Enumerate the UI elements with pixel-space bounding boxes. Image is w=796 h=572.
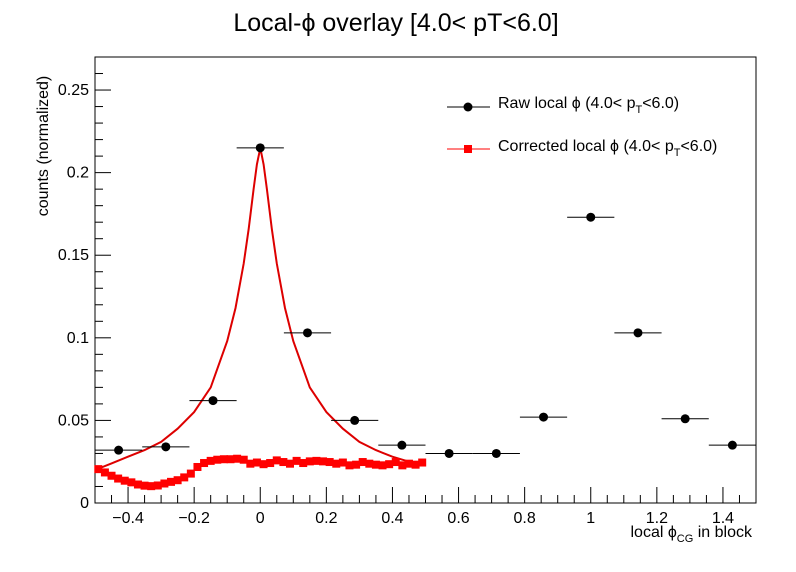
corrected-marker bbox=[292, 456, 301, 465]
raw-point bbox=[255, 143, 265, 153]
corrected-marker bbox=[332, 459, 341, 468]
corrected-marker bbox=[312, 456, 321, 465]
corrected-marker bbox=[246, 459, 255, 468]
raw-point bbox=[444, 448, 454, 458]
x-tick-label: 0.8 bbox=[514, 510, 536, 527]
corrected-marker bbox=[259, 460, 268, 469]
legend-entry-raw: Raw local ϕ (4.0< pT<6.0) bbox=[447, 95, 679, 116]
raw-point bbox=[539, 412, 549, 422]
y-tick-label: 0 bbox=[80, 495, 89, 512]
y-tick-label: 0.1 bbox=[67, 330, 89, 347]
x-tick-label: 0.2 bbox=[315, 510, 337, 527]
y-axis: 0 0.05 0.1 0.15 0.2 0.25 bbox=[58, 56, 111, 512]
legend-entry-corrected: Corrected local ϕ (4.0< pT<6.0) bbox=[447, 138, 717, 159]
corrected-marker bbox=[352, 460, 361, 469]
raw-point bbox=[397, 440, 407, 450]
plot-frame bbox=[94, 56, 757, 504]
x-axis-label: local ϕCG in block bbox=[630, 524, 753, 545]
corrected-marker bbox=[233, 454, 242, 463]
legend-corrected-marker bbox=[464, 145, 472, 153]
corrected-marker bbox=[305, 457, 314, 466]
corrected-marker bbox=[127, 478, 136, 487]
corrected-marker bbox=[418, 458, 427, 467]
legend: Raw local ϕ (4.0< pT<6.0) Corrected loca… bbox=[447, 95, 717, 159]
corrected-marker bbox=[186, 469, 195, 478]
corrected-marker bbox=[279, 458, 288, 467]
corrected-marker bbox=[140, 481, 149, 490]
legend-corrected-label: Corrected local ϕ (4.0< pT<6.0) bbox=[498, 138, 717, 159]
y-axis-label: counts (normalized) bbox=[35, 76, 52, 217]
corrected-marker bbox=[94, 465, 103, 474]
x-tick-label: 0.4 bbox=[381, 510, 403, 527]
corrected-marker bbox=[200, 459, 209, 468]
corrected-marker bbox=[160, 479, 169, 488]
x-axis: −0.4 −0.2 0 0.2 0.4 0.6 0.8 1 1.2 1.4 bbox=[94, 487, 757, 527]
corrected-marker bbox=[180, 473, 189, 482]
corrected-marker bbox=[252, 458, 261, 467]
x-tick-label: 0.6 bbox=[447, 510, 469, 527]
x-tick-label: −0.2 bbox=[178, 510, 210, 527]
corrected-marker bbox=[411, 460, 420, 469]
corrected-marker bbox=[272, 456, 281, 465]
corrected-marker bbox=[100, 468, 109, 477]
x-tick-label: 1.2 bbox=[646, 510, 668, 527]
y-tick-label: 0.25 bbox=[58, 82, 89, 99]
corrected-marker bbox=[153, 481, 162, 490]
corrected-marker bbox=[167, 477, 176, 486]
corrected-marker bbox=[345, 461, 354, 470]
corrected-marker bbox=[285, 459, 294, 468]
corrected-marker bbox=[266, 459, 275, 468]
corrected-marker bbox=[325, 458, 334, 467]
raw-point bbox=[302, 328, 312, 338]
raw-point bbox=[680, 414, 690, 424]
corrected-marker bbox=[319, 457, 328, 466]
raw-point bbox=[208, 396, 218, 406]
corrected-marker bbox=[219, 455, 228, 464]
corrected-marker bbox=[378, 461, 387, 470]
corrected-marker bbox=[239, 455, 248, 464]
corrected-marker bbox=[114, 474, 123, 483]
x-tick-label: 0 bbox=[256, 510, 265, 527]
corrected-marker bbox=[391, 458, 400, 467]
corrected-marker bbox=[206, 456, 215, 465]
raw-point bbox=[114, 445, 124, 455]
legend-raw-label: Raw local ϕ (4.0< pT<6.0) bbox=[498, 95, 679, 116]
series-layer bbox=[94, 143, 756, 491]
corrected-marker bbox=[404, 459, 413, 468]
y-tick-label: 0.2 bbox=[67, 165, 89, 182]
x-tick-label: 1.4 bbox=[712, 510, 734, 527]
corrected-marker bbox=[299, 459, 308, 468]
raw-point bbox=[161, 442, 171, 452]
corrected-marker bbox=[365, 459, 374, 468]
x-tick-label: 1 bbox=[586, 510, 595, 527]
raw-point bbox=[727, 440, 737, 450]
corrected-marker bbox=[213, 455, 222, 464]
corrected-marker bbox=[147, 482, 156, 491]
raw-point bbox=[633, 328, 643, 338]
corrected-marker bbox=[371, 460, 380, 469]
corrected-marker bbox=[173, 476, 182, 485]
corrected-marker bbox=[385, 460, 394, 469]
raw-point bbox=[586, 212, 596, 222]
corrected-marker bbox=[398, 461, 407, 470]
y-tick-label: 0.15 bbox=[58, 247, 89, 264]
raw-point bbox=[491, 448, 501, 458]
corrected-fit-curve bbox=[94, 147, 426, 471]
y-tick-label: 0.05 bbox=[58, 412, 89, 429]
x-tick-label: −0.4 bbox=[112, 510, 144, 527]
corrected-marker bbox=[358, 458, 367, 467]
phi-symbol: ϕ bbox=[301, 9, 315, 37]
corrected-marker bbox=[193, 462, 202, 471]
legend-raw-marker bbox=[463, 102, 473, 112]
corrected-marker bbox=[120, 476, 129, 485]
corrected-marker bbox=[133, 480, 142, 489]
corrected-marker bbox=[107, 471, 116, 480]
corrected-marker bbox=[338, 458, 347, 467]
corrected-marker bbox=[226, 455, 235, 464]
raw-point bbox=[350, 415, 360, 425]
chart-title: Local-ϕ overlay [4.0< pT<6.0] bbox=[233, 9, 558, 37]
